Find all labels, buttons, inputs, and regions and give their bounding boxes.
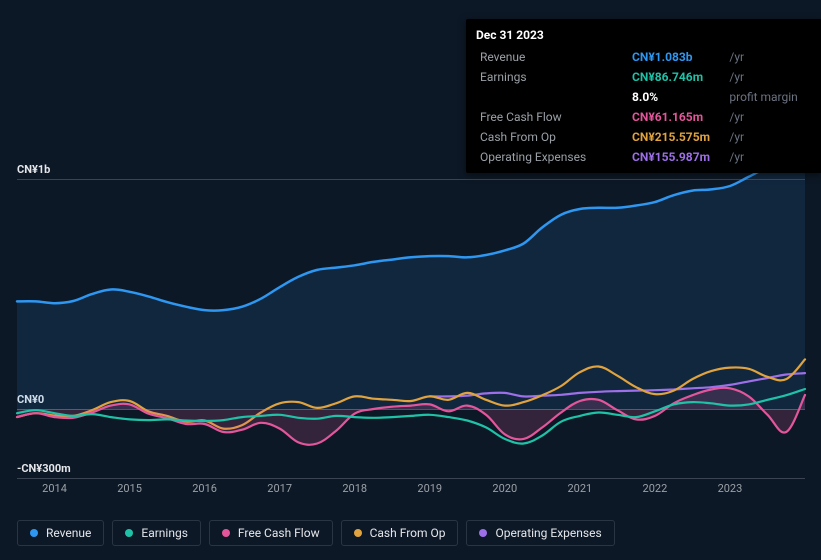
tooltip-row-unit: /yr xyxy=(725,67,812,87)
legend: Revenue Earnings Free Cash Flow Cash From O… xyxy=(17,520,615,546)
tooltip-row-unit: profit margin xyxy=(725,87,812,107)
tooltip-row-label xyxy=(476,87,628,107)
tooltip-row-value: CN¥215.575m xyxy=(628,127,725,147)
legend-dot-icon xyxy=(222,529,230,537)
legend-label: Cash From Op xyxy=(370,526,446,540)
legend-item-earnings[interactable]: Earnings xyxy=(112,520,201,546)
x-tick-label: 2022 xyxy=(643,482,668,495)
series-area-revenue xyxy=(17,160,805,409)
x-axis: 2014 2015 2016 2017 2018 2019 2020 2021 2022 2023 xyxy=(0,482,821,498)
hover-tooltip: Dec 31 2023 RevenueCN¥1.083b/yrEarningsC… xyxy=(466,19,821,173)
tooltip-row-label: Cash From Op xyxy=(476,127,628,147)
tooltip-row-label: Free Cash Flow xyxy=(476,107,628,127)
tooltip-row-value: CN¥86.746m xyxy=(628,67,725,87)
legend-dot-icon xyxy=(125,529,133,537)
x-tick-label: 2015 xyxy=(117,482,142,495)
tooltip-row-value: CN¥1.083b xyxy=(628,47,725,67)
tooltip-row-unit: /yr xyxy=(725,127,812,147)
legend-label: Operating Expenses xyxy=(495,526,601,540)
legend-item-operating-expenses[interactable]: Operating Expenses xyxy=(466,520,614,546)
legend-item-revenue[interactable]: Revenue xyxy=(17,520,104,546)
x-tick-label: 2016 xyxy=(192,482,217,495)
legend-label: Free Cash Flow xyxy=(238,526,320,540)
legend-item-cash-from-op[interactable]: Cash From Op xyxy=(341,520,459,546)
legend-item-free-cash-flow[interactable]: Free Cash Flow xyxy=(209,520,333,546)
x-tick-label: 2018 xyxy=(342,482,367,495)
legend-dot-icon xyxy=(30,529,38,537)
x-tick-label: 2023 xyxy=(718,482,743,495)
tooltip-row-value: CN¥61.165m xyxy=(628,107,725,127)
tooltip-row-label: Operating Expenses xyxy=(476,147,628,167)
tooltip-row-unit: /yr xyxy=(725,47,812,67)
tooltip-row-unit: /yr xyxy=(725,147,812,167)
x-tick-label: 2014 xyxy=(42,482,67,495)
tooltip-row-value: 8.0% xyxy=(628,87,725,107)
tooltip-row-unit: /yr xyxy=(725,107,812,127)
legend-label: Earnings xyxy=(141,526,188,540)
x-tick-label: 2021 xyxy=(567,482,592,495)
tooltip-date: Dec 31 2023 xyxy=(476,25,812,47)
legend-dot-icon xyxy=(354,529,362,537)
legend-dot-icon xyxy=(479,529,487,537)
tooltip-row-value: CN¥155.987m xyxy=(628,147,725,167)
legend-label: Revenue xyxy=(46,526,91,540)
x-tick-label: 2017 xyxy=(267,482,292,495)
tooltip-row-label: Revenue xyxy=(476,47,628,67)
x-tick-label: 2020 xyxy=(492,482,517,495)
tooltip-row-label: Earnings xyxy=(476,67,628,87)
x-tick-label: 2019 xyxy=(417,482,442,495)
